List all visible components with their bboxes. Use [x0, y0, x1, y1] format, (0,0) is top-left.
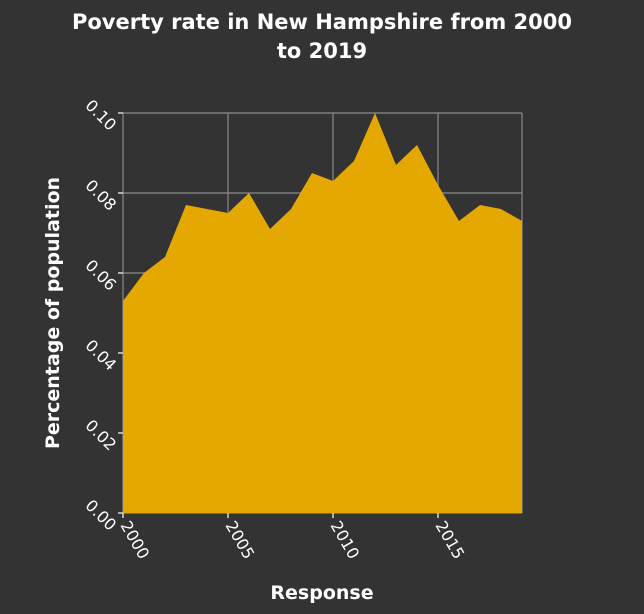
x-tick-label: 2005 — [222, 518, 259, 563]
x-tick-label: 2010 — [327, 518, 364, 563]
y-tick-label: 0.02 — [82, 416, 121, 455]
x-axis-title: Response — [270, 582, 373, 604]
y-tick-label: 0.10 — [82, 96, 121, 135]
area-series — [123, 113, 522, 513]
x-tick-label: 2015 — [432, 518, 469, 563]
y-tick-label: 0.00 — [82, 496, 121, 535]
y-axis-title: Percentage of population — [42, 177, 64, 449]
chart-title-line-1: Poverty rate in New Hampshire from 2000 — [72, 10, 572, 34]
y-tick-label: 0.04 — [82, 336, 121, 375]
x-tick-label: 2000 — [117, 518, 154, 563]
plot-area — [123, 113, 522, 513]
y-tick-label: 0.06 — [82, 256, 121, 295]
y-tick-label: 0.08 — [82, 176, 121, 215]
chart-title-line-2: to 2019 — [277, 39, 367, 63]
